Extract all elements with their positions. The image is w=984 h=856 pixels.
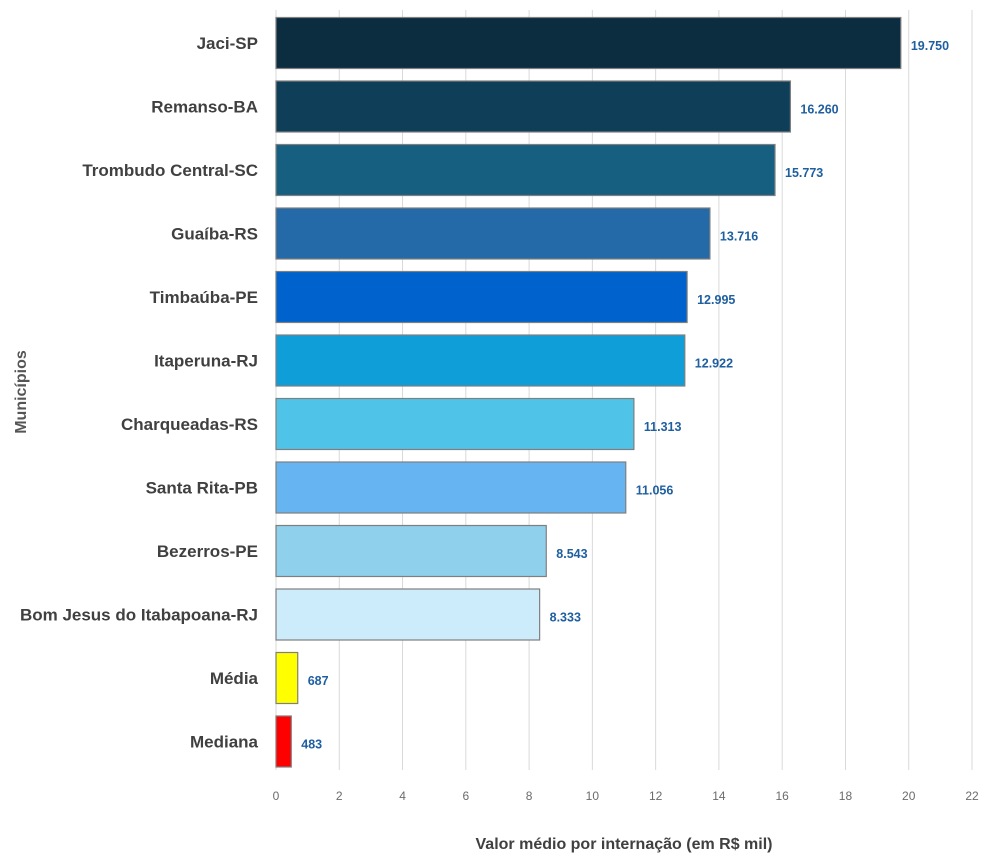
data-label: 11.056	[636, 484, 674, 498]
x-tick-label: 16	[776, 789, 790, 803]
x-tick-label: 2	[336, 789, 343, 803]
category-label: Charqueadas-RS	[121, 415, 258, 434]
category-label: Guaíba-RS	[171, 225, 258, 244]
bar	[275, 334, 686, 387]
x-tick-label: 6	[462, 789, 469, 803]
value-labels: 19.750 16.260 15.773 13.716 12.995 12.922 11.3…	[301, 39, 949, 752]
x-tick-label: 22	[965, 789, 979, 803]
x-tick-label: 12	[649, 789, 663, 803]
x-tick-label: 0	[273, 789, 280, 803]
category-label: Jaci-SP	[197, 34, 258, 53]
bar	[275, 207, 711, 260]
bar	[275, 16, 902, 70]
x-tick-label: 18	[839, 789, 853, 803]
category-label: Timbaúba-PE	[150, 288, 258, 307]
data-label: 12.995	[697, 293, 735, 307]
bar	[275, 651, 299, 705]
x-tick-label: 4	[399, 789, 406, 803]
category-labels: Jaci-SP Remanso-BA Trombudo Central-SC Guaí…	[20, 34, 259, 752]
data-label: 8.333	[550, 611, 581, 625]
x-tick-label: 10	[586, 789, 600, 803]
bar	[275, 588, 541, 641]
category-label: Bezerros-PE	[157, 542, 258, 561]
data-label: 12.922	[695, 357, 733, 371]
category-label: Mediana	[190, 733, 259, 752]
data-label: 483	[301, 738, 322, 752]
bar	[275, 270, 688, 324]
bars	[275, 16, 902, 768]
category-label: Trombudo Central-SC	[82, 161, 258, 180]
x-tick-label: 20	[902, 789, 916, 803]
category-label: Itaperuna-RJ	[154, 352, 258, 371]
bar	[275, 461, 627, 514]
data-label: 11.313	[644, 420, 682, 434]
category-label: Bom Jesus do Itabapoana-RJ	[20, 606, 258, 625]
data-label: 15.773	[785, 166, 823, 180]
x-axis-title: Valor médio por internação (em R$ mil)	[476, 836, 773, 853]
category-label: Santa Rita-PB	[146, 479, 258, 498]
data-label: 19.750	[911, 39, 949, 53]
bar	[275, 524, 547, 578]
data-label: 13.716	[720, 230, 758, 244]
x-tick-labels: 0 2 4 6 8 10 12 14 16 18 20 22	[273, 789, 979, 803]
category-label: Média	[210, 669, 259, 688]
bar	[275, 80, 792, 133]
bar	[275, 143, 776, 197]
data-label: 687	[308, 674, 329, 688]
bar	[275, 397, 635, 451]
gridlines	[275, 10, 973, 770]
data-label: 16.260	[800, 103, 838, 117]
category-label: Remanso-BA	[151, 98, 258, 117]
bar	[275, 715, 292, 768]
x-tick-label: 14	[712, 789, 726, 803]
x-tick-label: 8	[526, 789, 533, 803]
data-label: 8.543	[556, 547, 587, 561]
y-axis-title: Municípios	[13, 350, 30, 434]
